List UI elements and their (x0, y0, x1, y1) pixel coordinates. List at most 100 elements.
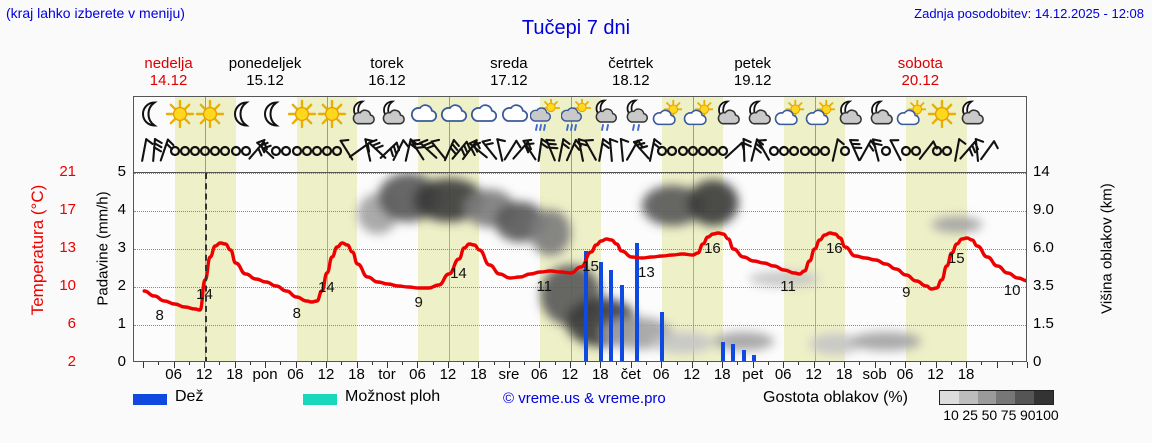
calm-wind-icon (274, 137, 298, 163)
horizontal-gridline (134, 211, 1026, 212)
time-axis-tick (996, 362, 998, 368)
time-axis-tick (859, 362, 861, 365)
calm-wind-icon (935, 137, 959, 163)
time-axis-tick (889, 362, 891, 365)
temperature-value-label: 16 (704, 240, 721, 257)
time-axis-tick (676, 362, 678, 365)
temperature-value-label: 8 (155, 307, 164, 324)
wind-barb-icon (975, 137, 1000, 163)
time-axis-tick (569, 362, 571, 368)
precipitation-tick-label: 5 (117, 163, 126, 180)
wind-barb-icon (142, 137, 166, 163)
calm-wind-icon (650, 137, 674, 163)
time-axis-tick (188, 362, 190, 365)
temperature-value-label: 14 (196, 286, 213, 303)
time-axis-label: 06 (774, 366, 792, 383)
time-axis-tick (844, 362, 846, 368)
time-axis-tick (554, 362, 556, 365)
cloud-icon (439, 99, 469, 133)
calm-wind-icon (833, 137, 857, 163)
rain-bar (731, 343, 736, 361)
cloud-icon (469, 99, 499, 133)
time-axis-tick (524, 362, 526, 365)
rain-bar (584, 250, 589, 361)
sun-cloud-icon (774, 99, 806, 133)
day-header-torek: torek 16.12 (326, 52, 448, 96)
moon-rain-icon (591, 99, 621, 133)
moon-cloud-icon (378, 99, 408, 133)
sun-icon (287, 99, 317, 133)
time-axis-tick (828, 362, 830, 365)
day-header-ponedeljek: ponedeljek 15.12 (204, 52, 326, 96)
time-axis-tick (432, 362, 434, 365)
time-axis-tick (661, 362, 663, 368)
weather-icon-band (133, 96, 1027, 172)
time-axis-tick (722, 362, 724, 368)
time-axis-tick (798, 362, 800, 365)
time-axis-label: 12 (561, 366, 579, 383)
day-name: sobota (897, 55, 943, 72)
cloud-height-tick-label: 1.5 (1033, 315, 1054, 332)
time-axis-label: pet (742, 366, 764, 383)
time-axis-tick (265, 362, 267, 368)
daylight-band (784, 173, 846, 361)
time-axis-label: 18 (835, 366, 853, 383)
cloud-density-step (958, 391, 978, 404)
calm-wind-icon (660, 137, 684, 163)
moon-icon (256, 99, 286, 133)
cloud-height-tick-label: 14 (1033, 163, 1050, 180)
day-separator (448, 173, 450, 361)
moon-icon (134, 99, 164, 133)
calm-wind-icon (671, 137, 695, 163)
copyright-text: © vreme.us & vreme.pro (503, 390, 666, 407)
day-date: 20.12 (901, 72, 940, 89)
time-axis-tick (173, 362, 175, 368)
day-separator (327, 173, 329, 361)
day-name: nedelja (144, 55, 193, 72)
daylight-band (296, 173, 358, 361)
temperature-value-label: 16 (825, 240, 843, 257)
cloud-density-field (357, 173, 983, 355)
rain-bar (609, 269, 614, 361)
sun-cloud-icon (652, 99, 684, 133)
time-axis-tick (158, 362, 160, 365)
wind-barb-icon (945, 137, 969, 163)
calm-wind-icon (213, 137, 237, 163)
cloud-density-level-label: 25 (962, 407, 978, 423)
cloud-density-level-label: 75 (1000, 407, 1017, 423)
wind-barb-icon (732, 137, 756, 163)
time-axis-tick (600, 362, 602, 368)
wind-barb-icon (356, 137, 380, 163)
time-axis-tick (767, 362, 769, 365)
time-axis-label: 12 (927, 366, 944, 383)
time-axis-tick (371, 362, 373, 365)
cloud-density-level-label: 10 (943, 407, 959, 423)
day-name: ponedeljek (228, 55, 302, 72)
wind-barb-icon (589, 137, 613, 163)
temperature-tick-label: 13 (59, 239, 76, 256)
time-axis-label: 12 (439, 366, 457, 383)
precipitation-tick-label: 4 (117, 201, 126, 218)
time-axis-tick (981, 362, 983, 365)
day-header-nedelja: nedelja 14.12 (133, 52, 204, 96)
time-axis-label: pon (252, 366, 278, 383)
wind-barb-icon (630, 137, 654, 163)
sun-icon (195, 99, 225, 133)
calm-wind-icon (305, 137, 329, 163)
sun-cloud-icon (896, 99, 928, 133)
time-axis-tick (539, 362, 541, 368)
forecast-chart-plot-area: 8 14 8 14 9 14 11 15 13 16 11 16 9 15 10 (133, 172, 1027, 362)
sun-icon (317, 99, 347, 133)
calm-wind-icon (285, 137, 309, 163)
calm-wind-icon (691, 137, 715, 163)
wind-barb-icon (437, 137, 461, 163)
calm-wind-icon (701, 137, 725, 163)
calm-wind-icon (203, 137, 227, 163)
sun-cloud-icon (805, 99, 836, 133)
moon-cloud-icon (866, 99, 896, 133)
day-separator (327, 97, 329, 172)
precipitation-tick-label: 3 (117, 239, 126, 256)
time-axis-tick (706, 362, 708, 365)
cloud-density-legend-title: Gostota oblakov (%) (763, 389, 908, 406)
